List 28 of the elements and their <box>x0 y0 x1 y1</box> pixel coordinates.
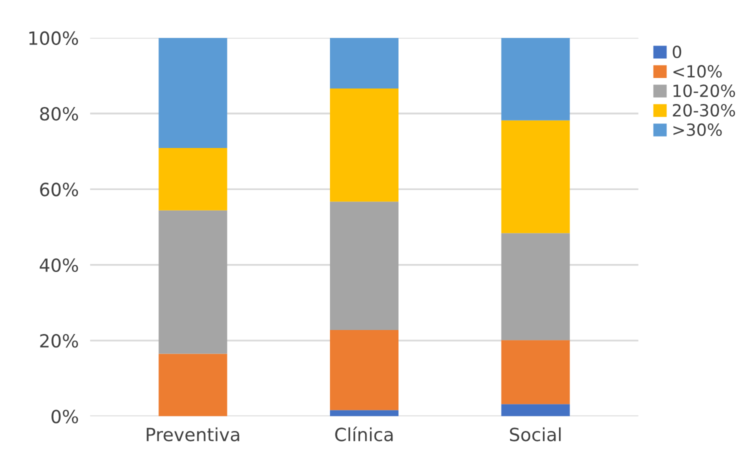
legend-label: 20-30% <box>672 104 736 117</box>
y-tick-label: 20% <box>40 334 78 348</box>
y-tick-label: 100% <box>29 31 78 45</box>
bar <box>501 120 570 234</box>
x-tick-label: Preventiva <box>146 427 240 442</box>
bar <box>330 202 398 330</box>
y-tick-label: 0% <box>52 410 78 424</box>
bar <box>501 404 570 416</box>
bar <box>158 38 228 148</box>
bar <box>158 148 228 210</box>
y-tick-label: 60% <box>40 182 78 196</box>
legend-label: 0 <box>672 46 682 58</box>
bar <box>330 330 398 410</box>
bar <box>158 210 228 354</box>
bar <box>501 340 570 404</box>
legend-label: 10-20% <box>674 84 736 98</box>
bar <box>158 354 228 416</box>
y-tick-label: 80% <box>40 106 78 121</box>
x-tick-label: Clínica <box>335 426 393 442</box>
bar <box>330 38 398 89</box>
legend-label: <10% <box>673 65 722 78</box>
legend-label: >30% <box>673 123 722 136</box>
bar <box>501 38 570 120</box>
bar <box>330 88 398 202</box>
bar <box>501 233 570 340</box>
x-tick-label: Social <box>510 427 561 442</box>
y-tick-label: 40% <box>40 258 78 272</box>
bar <box>330 410 398 416</box>
